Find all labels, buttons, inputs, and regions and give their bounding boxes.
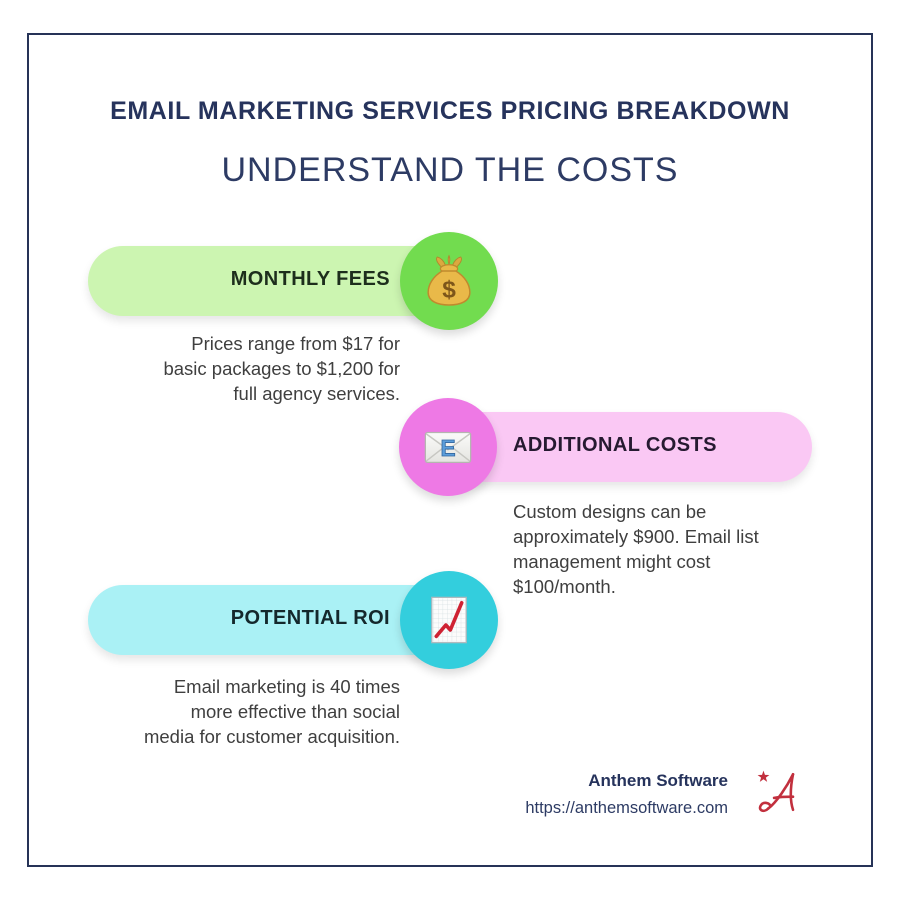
potential-roi-icon-circle	[400, 571, 498, 669]
monthly-fees-icon-circle: $	[400, 232, 498, 330]
potential-roi-description: Email marketing is 40 times more effecti…	[143, 676, 400, 747]
monthly-fees-description: Prices range from $17 for basic packages…	[163, 333, 400, 404]
additional-costs-description: Custom designs can be approximately $900…	[513, 501, 759, 597]
anthem-logo-icon	[754, 766, 806, 818]
page-subtitle: UNDERSTAND THE COSTS	[221, 151, 679, 189]
border-frame	[27, 33, 873, 867]
potential-roi-label: POTENTIAL ROI	[230, 607, 390, 629]
monthly-fees-label: MONTHLY FEES	[230, 268, 390, 290]
email-icon: E	[424, 431, 472, 464]
svg-text:$: $	[442, 276, 456, 303]
svg-text:E: E	[440, 435, 455, 461]
footer-website-link[interactable]: https://anthemsoftware.com	[525, 799, 728, 817]
money-bag-icon: $	[427, 254, 471, 306]
page-title: EMAIL MARKETING SERVICES PRICING BREAKDO…	[110, 97, 790, 125]
additional-costs-icon-circle: E	[399, 398, 497, 496]
chart-increasing-icon	[431, 596, 467, 644]
footer-brand-name: Anthem Software	[588, 771, 728, 790]
additional-costs-label: ADDITIONAL COSTS	[513, 434, 717, 456]
